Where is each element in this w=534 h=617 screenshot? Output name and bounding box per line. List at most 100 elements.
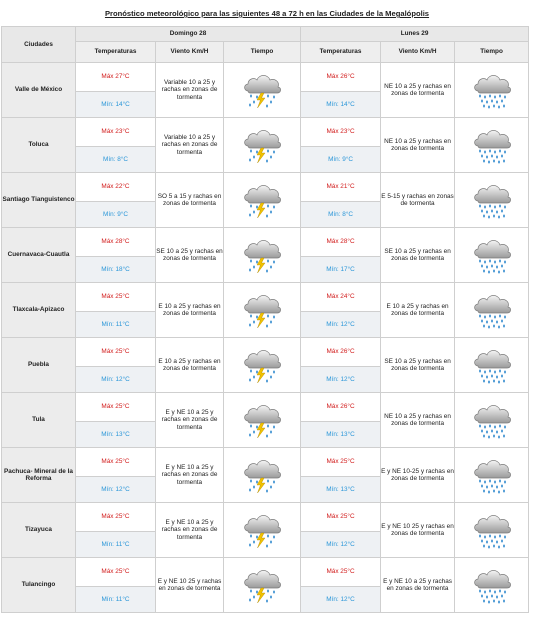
min-temp: Mín: 8°C xyxy=(75,146,156,173)
wind-forecast: NE 10 a 25 y rachas en zonas de tormenta xyxy=(380,62,456,118)
city-row-min: Mín: 14°C Mín: 14°C xyxy=(2,91,529,118)
max-temp: Máx 25°C xyxy=(75,392,156,422)
storm-lightning-icon xyxy=(222,502,302,558)
city-row: Tlaxcala-Apizaco Máx 25°C E 10 a 25 y rach… xyxy=(1,282,530,338)
rain-cloud-icon xyxy=(454,502,530,558)
city-row: Toluca Máx 23°C Variable 10 a 25 y rachas … xyxy=(1,117,530,173)
city-row-min: Mín: 13°C Mín: 13°C xyxy=(2,421,529,448)
min-temp: Mín: 12°C xyxy=(300,311,382,338)
min-temp: Mín: 8°C xyxy=(300,201,382,228)
storm-lightning-icon xyxy=(222,117,302,173)
wind-forecast: E 10 a 25 y rachas en zonas de tormenta xyxy=(380,282,456,338)
city-name: Tulancingo xyxy=(1,557,76,613)
wind-forecast: Variable 10 a 25 y rachas en zonas de to… xyxy=(155,62,224,118)
rain-cloud-icon xyxy=(454,557,530,613)
wind-forecast: E y NE 10 25 y rachas en zonas de tormen… xyxy=(155,557,224,613)
city-row: Cuernavaca-Cuautla Máx 28°C SE 10 a 25 y r… xyxy=(1,227,530,283)
wind-forecast: E y NE 10 a 25 y rachas en zonas de torm… xyxy=(380,557,456,613)
city-name: Puebla xyxy=(1,337,76,393)
rain-cloud-icon xyxy=(454,62,530,118)
min-temp: Mín: 18°C xyxy=(75,256,156,283)
city-row-min: Mín: 11°C Mín: 12°C xyxy=(2,311,529,338)
storm-lightning-icon xyxy=(222,557,302,613)
wind-forecast: Variable 10 a 25 y rachas en zonas de to… xyxy=(155,117,224,173)
city-name: Tlaxcala-Apizaco xyxy=(1,282,76,338)
city-row-min: Mín: 9°C Mín: 8°C xyxy=(2,201,529,228)
max-temp: Máx 25°C xyxy=(75,337,156,367)
wind-forecast: SO 5 a 15 y rachas en zonas de tormenta xyxy=(155,172,224,228)
storm-lightning-icon xyxy=(222,62,302,118)
max-temp: Máx 25°C xyxy=(75,502,156,532)
min-temp: Mín: 13°C xyxy=(75,421,156,448)
col-wind-1: Viento Km/H xyxy=(155,41,224,63)
city-row: Puebla Máx 25°C E 10 a 25 y rachas en zona… xyxy=(1,337,530,393)
city-name: Toluca xyxy=(1,117,76,173)
storm-lightning-icon xyxy=(222,447,302,503)
min-temp: Mín: 9°C xyxy=(75,201,156,228)
city-row-min: Mín: 18°C Mín: 17°C xyxy=(2,256,529,283)
rain-cloud-icon xyxy=(454,447,530,503)
city-name: Tizayuca xyxy=(1,502,76,558)
city-row: Tulancingo Máx 25°C E y NE 10 25 y rachas … xyxy=(1,557,530,613)
city-row-min: Mín: 11°C Mín: 12°C xyxy=(2,531,529,558)
min-temp: Mín: 13°C xyxy=(300,421,382,448)
wind-forecast: E 5-15 y rachas en zonas de tormenta xyxy=(380,172,456,228)
wind-forecast: NE 10 a 25 y rachas en zonas de tormenta xyxy=(380,117,456,173)
min-temp: Mín: 12°C xyxy=(75,366,156,393)
col-wind-2: Viento Km/H xyxy=(380,41,456,63)
min-temp: Mín: 12°C xyxy=(75,476,156,503)
rain-cloud-icon xyxy=(454,117,530,173)
city-row: Tizayuca Máx 25°C E y NE 10 a 25 y rachas … xyxy=(1,502,530,558)
max-temp: Máx 23°C xyxy=(75,117,156,147)
max-temp: Máx 27°C xyxy=(75,62,156,92)
city-row: Santiago Tianguistenco Máx 22°C SO 5 a 15 … xyxy=(1,172,530,228)
city-name: Santiago Tianguistenco xyxy=(1,172,76,228)
min-temp: Mín: 12°C xyxy=(300,366,382,393)
storm-lightning-icon xyxy=(222,282,302,338)
max-temp: Máx 24°C xyxy=(300,282,382,312)
min-temp: Mín: 14°C xyxy=(75,91,156,118)
max-temp: Máx 28°C xyxy=(75,227,156,257)
city-row-min: Mín: 11°C Mín: 12°C xyxy=(2,586,529,613)
max-temp: Máx 26°C xyxy=(300,62,382,92)
min-temp: Mín: 11°C xyxy=(75,531,156,558)
city-name: Valle de México xyxy=(1,62,76,118)
wind-forecast: SE 10 a 25 y rachas en zonas de tormenta xyxy=(380,337,456,393)
wind-forecast: E 10 a 25 y rachas en zonas de tormenta xyxy=(155,337,224,393)
col-temperatures-2: Temperaturas xyxy=(300,41,382,63)
storm-lightning-icon xyxy=(222,172,302,228)
max-temp: Máx 25°C xyxy=(300,502,382,532)
city-name: Pachuca- Mineral de la Reforma xyxy=(1,447,76,503)
day-header-2: Lunes 29 xyxy=(300,26,530,42)
rain-cloud-icon xyxy=(454,282,530,338)
col-weather-1: Tiempo xyxy=(222,41,302,63)
storm-lightning-icon xyxy=(222,227,302,283)
rain-cloud-icon xyxy=(454,337,530,393)
min-temp: Mín: 13°C xyxy=(300,476,382,503)
wind-forecast: E y NE 10 a 25 y rachas en zonas de torm… xyxy=(155,392,224,448)
min-temp: Mín: 12°C xyxy=(300,586,382,613)
col-weather-2: Tiempo xyxy=(454,41,530,63)
max-temp: Máx 25°C xyxy=(300,557,382,587)
rain-cloud-icon xyxy=(454,227,530,283)
wind-forecast: SE 10 a 25 y rachas en zonas de tormenta xyxy=(155,227,224,283)
city-row: Valle de México Máx 27°C Variable 10 a 25 … xyxy=(1,62,530,118)
min-temp: Mín: 9°C xyxy=(300,146,382,173)
city-row: Tula Máx 25°C E y NE 10 a 25 y rachas en z… xyxy=(1,392,530,448)
max-temp: Máx 25°C xyxy=(75,282,156,312)
rain-cloud-icon xyxy=(454,392,530,448)
rain-cloud-icon xyxy=(454,172,530,228)
city-name: Cuernavaca-Cuautla xyxy=(1,227,76,283)
max-temp: Máx 25°C xyxy=(300,447,382,477)
wind-forecast: NE 10 a 25 y rachas en zonas de tormenta xyxy=(380,392,456,448)
wind-forecast: E y NE 10-25 y rachas en zonas de tormen… xyxy=(380,447,456,503)
day-header-1: Domingo 28 xyxy=(74,26,302,42)
max-temp: Máx 21°C xyxy=(300,172,382,202)
storm-lightning-icon xyxy=(222,392,302,448)
wind-forecast: E y NE 10 a 25 y rachas en zonas de torm… xyxy=(155,502,224,558)
forecast-title: Pronóstico meteorológico para las siguie… xyxy=(104,9,430,18)
max-temp: Máx 28°C xyxy=(300,227,382,257)
max-temp: Máx 23°C xyxy=(300,117,382,147)
min-temp: Mín: 11°C xyxy=(75,311,156,338)
forecast-table: Ciudades Domingo 28 Lunes 29 Temperatura… xyxy=(1,26,530,613)
